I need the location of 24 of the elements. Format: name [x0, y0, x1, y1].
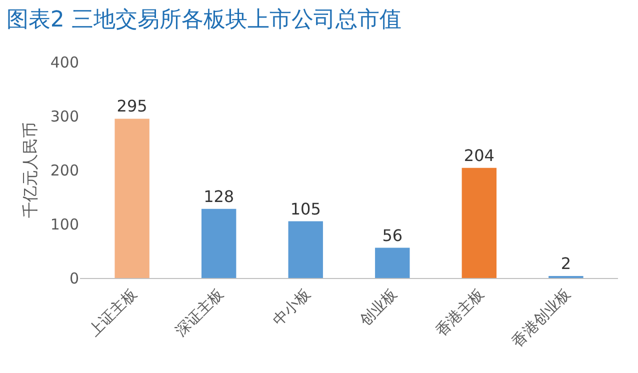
bar	[201, 208, 236, 278]
data-label: 128	[204, 186, 234, 206]
y-tick-label: 200	[50, 161, 79, 180]
chart-title: 图表2 三地交易所各板块上市公司总市值	[6, 8, 402, 33]
y-tick-label: 100	[50, 215, 79, 234]
bar	[114, 118, 150, 278]
data-label: 204	[464, 146, 494, 165]
bar	[462, 168, 497, 278]
x-tick-label: 创业板	[356, 284, 401, 330]
x-tick-label: 上证主板	[85, 284, 140, 340]
y-axis-title: 千亿元人民币	[20, 122, 40, 218]
data-label: 295	[116, 96, 148, 116]
x-tick-label: 深证主板	[172, 284, 227, 340]
y-tick-label: 300	[50, 107, 79, 126]
bar	[288, 221, 323, 278]
x-tick-label: 香港主板	[432, 284, 488, 340]
bar	[375, 248, 410, 278]
data-label: 2	[560, 254, 572, 273]
data-label: 105	[290, 199, 321, 218]
x-tick-label: 香港创业板	[508, 284, 574, 351]
y-tick-label: 0	[69, 269, 79, 288]
data-label: 56	[382, 226, 403, 245]
y-tick-label: 400	[50, 53, 79, 72]
x-tick-label: 中小板	[269, 284, 314, 330]
